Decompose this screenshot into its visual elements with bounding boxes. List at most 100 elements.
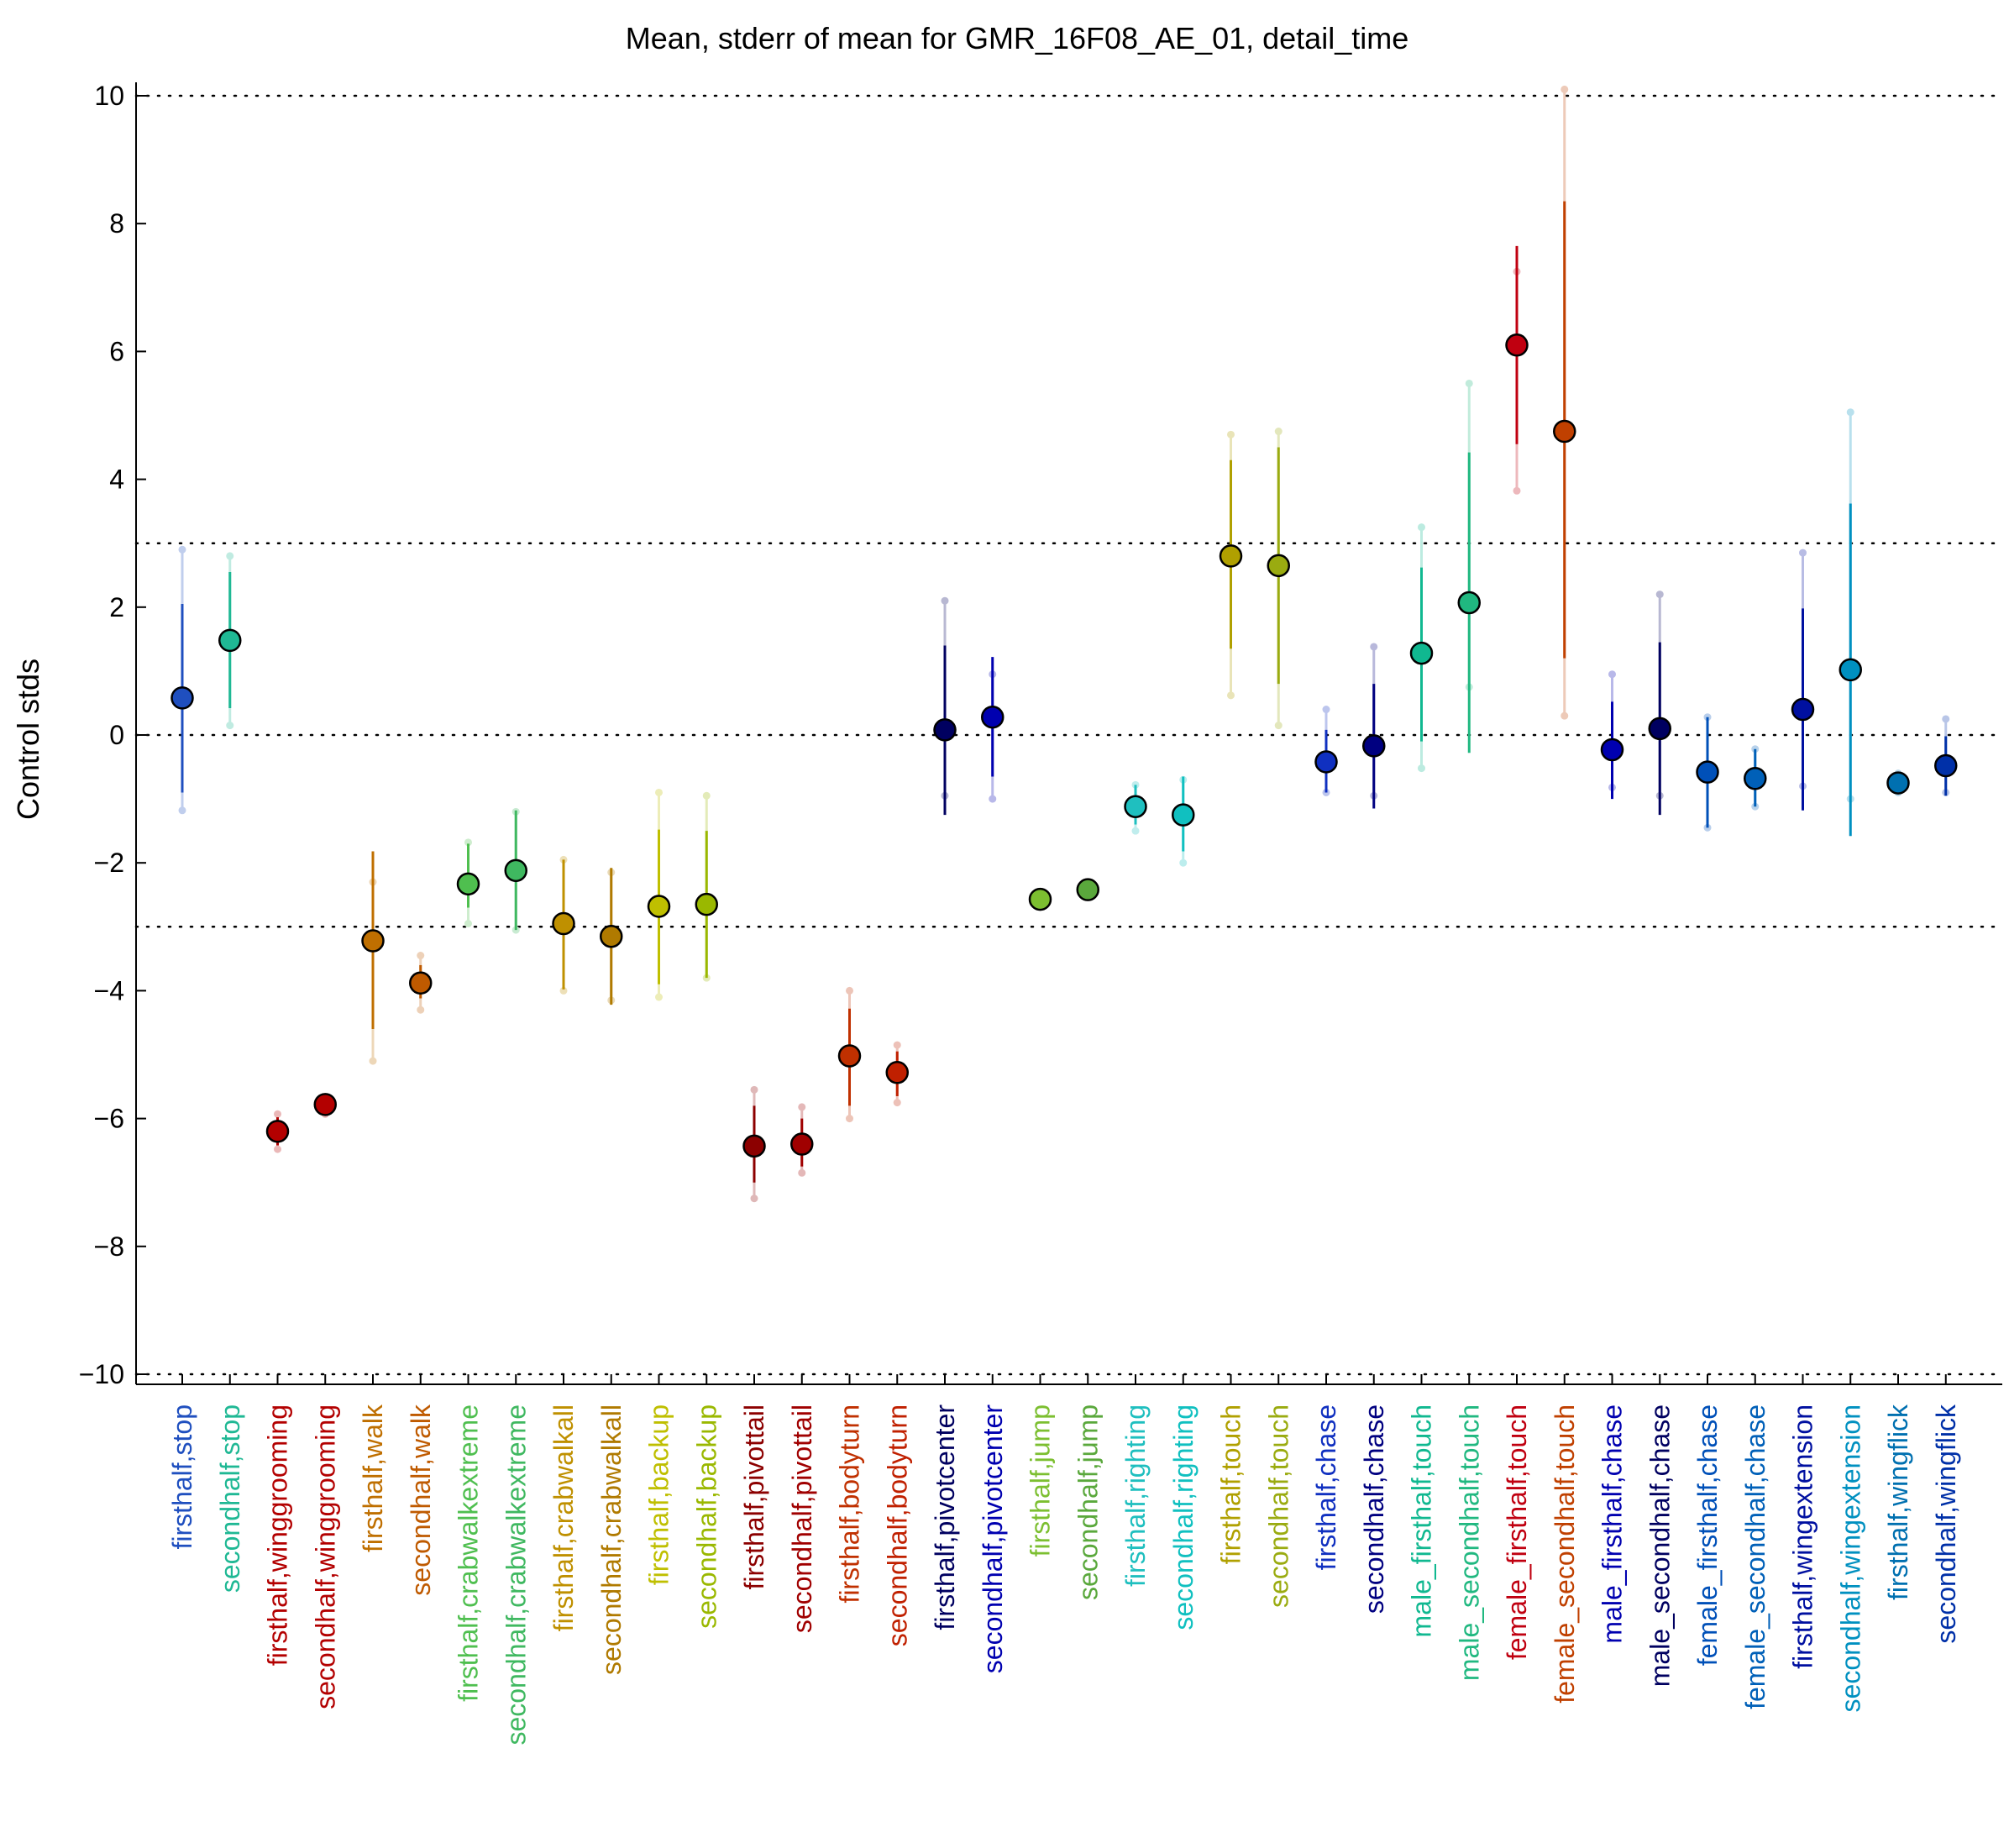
mean-marker [695,892,718,916]
range-end-dot [1179,858,1188,867]
category-label: secondhalf,wingextension [1835,1404,1865,1712]
mean-marker [456,872,480,896]
category-label: firsthalf,crabwalkall [548,1404,579,1631]
category-label: secondhalf,bodyturn [882,1404,912,1646]
range-end-dot [1274,428,1283,436]
category-label: firsthalf,walk [358,1404,388,1552]
x-ticks [181,1374,1947,1384]
mean-marker [218,628,242,653]
range-end-dot [274,1110,281,1118]
mean-marker [1934,753,1958,778]
category-label: firsthalf,wingflick [1883,1404,1913,1600]
mean-marker [552,911,575,936]
range-end-dot [226,722,234,730]
range-end-dot [655,788,663,796]
category-label: secondhalf,walk [406,1404,436,1596]
mean-marker [1886,771,1910,795]
range-end-dot [1513,486,1521,495]
mean-marker [1362,734,1386,758]
category-label: secondhalf,winggrooming [310,1404,340,1709]
mean-marker [1124,795,1147,818]
range-end-dot [655,993,663,1001]
range-end-dot [1799,549,1807,557]
mean-marker [1744,766,1767,790]
range-end-dot [417,1005,425,1014]
category-label: secondhalf,stop [215,1404,245,1593]
range-end-dot [1418,523,1425,532]
mean-marker [1839,658,1862,682]
mean-marker [1172,803,1195,827]
category-label: female_firsthalf,chase [1692,1404,1723,1666]
mean-marker [647,895,671,918]
category-label: male_firsthalf,touch [1407,1404,1437,1637]
range-end-dot [1418,764,1425,773]
category-label: secondhalf,jump [1073,1404,1103,1600]
mean-marker [933,718,957,742]
range-end-dot [464,919,472,927]
range-end-dot [1846,408,1854,417]
range-end-dot [1465,379,1473,387]
mean-marker [1028,887,1052,911]
mean-markers [170,333,1958,1158]
category-label: firsthalf,wingextension [1788,1404,1818,1669]
range-end-dot [1655,591,1664,599]
category-label: secondhalf,pivotcenter [978,1404,1008,1674]
category-label: firsthalf,jump [1025,1404,1056,1557]
mean-marker [313,1093,337,1116]
category-label: secondhalf,crabwalkall [596,1404,627,1675]
range-end-dot [893,1041,901,1049]
y-tick-label: 2 [109,592,124,622]
range-end-dot [178,545,186,554]
mean-marker [1696,760,1719,784]
category-label: firsthalf,crabwalkextreme [454,1404,484,1702]
axes [135,82,2002,1385]
mean-marker [1457,591,1481,615]
range-end-dot [846,986,853,995]
category-label: firsthalf,bodyturn [835,1404,865,1604]
category-label: secondhalf,backup [691,1404,721,1629]
category-labels: firsthalf,stop secondhalf,stop firsthalf,w… [167,1404,1961,1746]
range-end-dot [1131,827,1140,835]
range-end-dot [846,1115,853,1123]
range-end-dot [274,1145,281,1153]
category-label: female_secondhalf,chase [1740,1404,1770,1709]
range-end-dot [798,1103,806,1111]
mean-marker [1314,750,1338,774]
category-label: firsthalf,winggrooming [263,1404,293,1666]
mean-marker [170,686,194,710]
range-end-dot [1942,715,1950,723]
category-label: male_firsthalf,chase [1597,1404,1628,1644]
y-tick-label: −8 [94,1231,124,1262]
range-end-dot [989,795,997,803]
range-end-dot [1227,691,1235,700]
mean-marker [742,1134,766,1158]
category-label: secondhalf,righting [1168,1404,1199,1630]
range-end-dot [1561,85,1569,93]
range-end-dot [1227,430,1235,438]
mean-marker [981,705,1004,729]
category-label: secondhalf,chase [1359,1404,1389,1614]
category-label: male_secondhalf,chase [1644,1404,1675,1687]
mean-marker [1600,738,1624,762]
y-tick-label: 0 [109,720,124,750]
mean-marker [1505,333,1529,357]
mean-marker [1409,641,1434,665]
category-label: secondhalf,crabwalkextreme [501,1404,531,1746]
range-end-dot [1561,711,1569,720]
y-tick-label: 10 [94,81,124,111]
y-tick-label: −4 [94,975,124,1005]
category-label: female_firsthalf,touch [1502,1404,1532,1660]
mean-marker [361,929,385,953]
range-end-dot [1608,670,1616,679]
range-end-dot [798,1168,806,1177]
y-axis-label: Control stds [11,659,45,820]
range-end-dot [226,552,234,560]
mean-marker [600,924,623,948]
range-end-dot [559,986,568,995]
range-end-dot [1322,706,1330,714]
category-label: female_secondhalf,touch [1550,1404,1580,1704]
y-tick-label: −6 [94,1104,124,1134]
mean-marker [1219,544,1243,568]
range-end-dot [178,806,186,815]
